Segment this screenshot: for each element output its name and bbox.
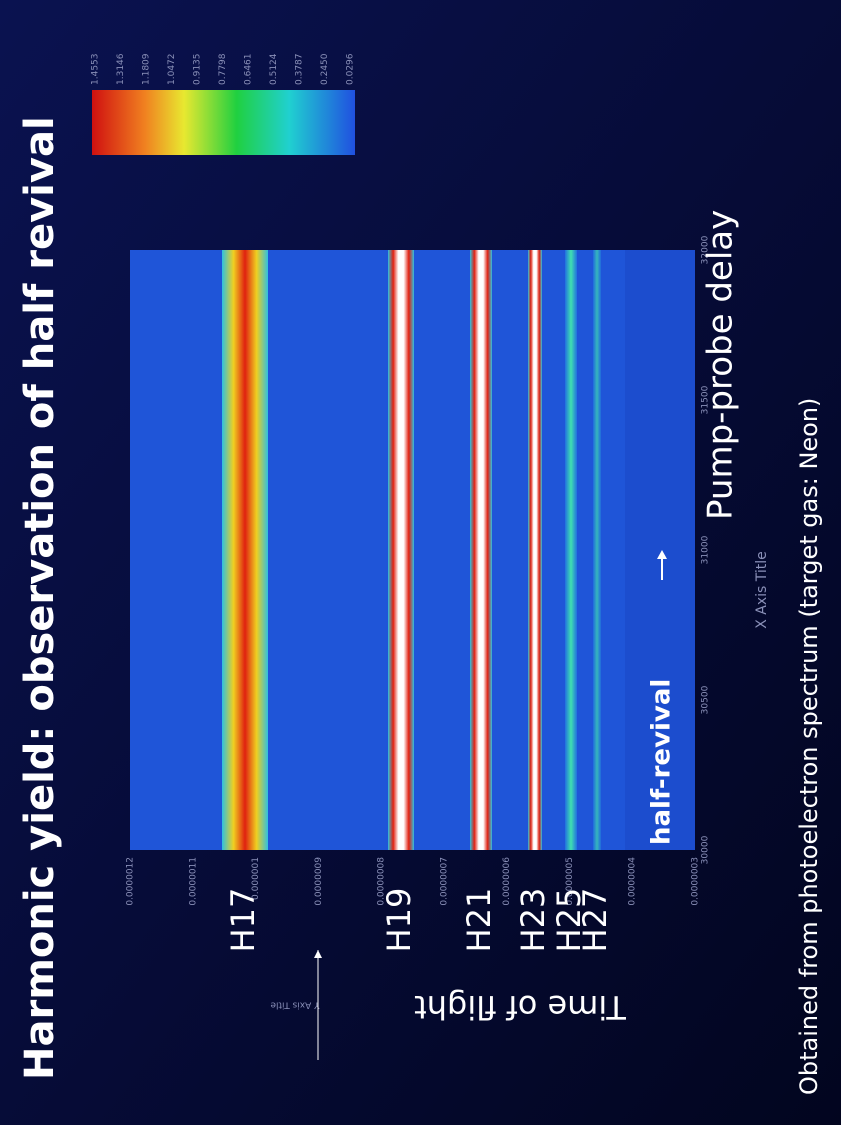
y-axis-title: Time of flight — [414, 988, 627, 1026]
y-tick-label: 0.0000011 — [188, 857, 198, 906]
heatmap-shade — [625, 250, 695, 850]
annotation-arrow-head — [657, 550, 667, 559]
x-axis-title: Pump-probe delay — [701, 210, 741, 520]
harmonic-label: H27 — [576, 888, 614, 953]
y-arrow-head — [314, 950, 322, 958]
x-tick-label: 31500 — [701, 385, 711, 414]
x-tick-label: 30500 — [701, 685, 711, 714]
band — [593, 250, 601, 850]
y-tick-label: 0.0000008 — [377, 857, 387, 906]
colorbar-label: 0.6461 — [244, 54, 254, 86]
colorbar-label: 1.0472 — [167, 54, 177, 86]
y-axis-placeholder: Y Axis Title — [270, 1000, 321, 1010]
x-tick-label: 32000 — [701, 235, 711, 264]
y-tick-label: 0.0000003 — [691, 857, 701, 906]
harmonic-label: H19 — [380, 888, 418, 953]
harmonic-label: H17 — [224, 888, 262, 953]
annotation: half-revival — [647, 679, 677, 845]
colorbar-label: 0.5124 — [269, 53, 279, 85]
band — [222, 250, 268, 850]
y-tick-label: 0.0000012 — [126, 857, 136, 906]
colorbar — [92, 90, 355, 155]
x-tick-label: 30000 — [701, 835, 711, 864]
colorbar-label: 0.2450 — [320, 53, 330, 85]
y-tick-label: 0.000001 — [251, 857, 261, 900]
x-axis-placeholder: X Axis Title — [754, 551, 770, 629]
colorbar-label: 0.9135 — [193, 54, 203, 86]
colorbar-label: 1.1809 — [142, 53, 152, 85]
harmonic-label: H21 — [460, 888, 498, 953]
y-tick-label: 0.0000004 — [628, 857, 638, 906]
band — [528, 250, 542, 850]
colorbar-label: 1.4553 — [91, 54, 101, 86]
heatmap — [130, 250, 695, 850]
y-tick-label: 0.0000005 — [565, 857, 575, 906]
y-tick-label: 0.0000006 — [502, 857, 512, 906]
harmonic-label: H25 — [550, 888, 588, 953]
band — [470, 250, 492, 850]
rotated-slide: Harmonic yield: observation of half revi… — [17, 53, 823, 1095]
x-tick-label: 31000 — [701, 535, 711, 564]
y-tick-label: 0.0000007 — [439, 857, 449, 906]
band — [565, 250, 577, 850]
band — [388, 250, 414, 850]
colorbar-label: 0.3787 — [295, 54, 305, 86]
y-tick-label: 0.0000009 — [314, 857, 324, 906]
harmonic-label: H23 — [514, 888, 552, 953]
footnote: Obtained from photoelectron spectrum (ta… — [795, 398, 823, 1095]
colorbar-label: 0.0296 — [346, 53, 356, 85]
colorbar-label: 0.7798 — [218, 53, 228, 85]
title: Harmonic yield: observation of half revi… — [17, 116, 63, 1080]
colorbar-label: 1.3146 — [116, 53, 126, 85]
